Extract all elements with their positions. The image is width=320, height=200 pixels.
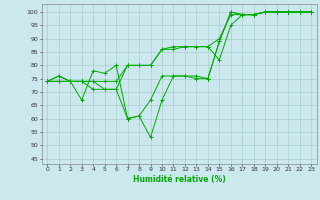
X-axis label: Humidité relative (%): Humidité relative (%): [133, 175, 226, 184]
